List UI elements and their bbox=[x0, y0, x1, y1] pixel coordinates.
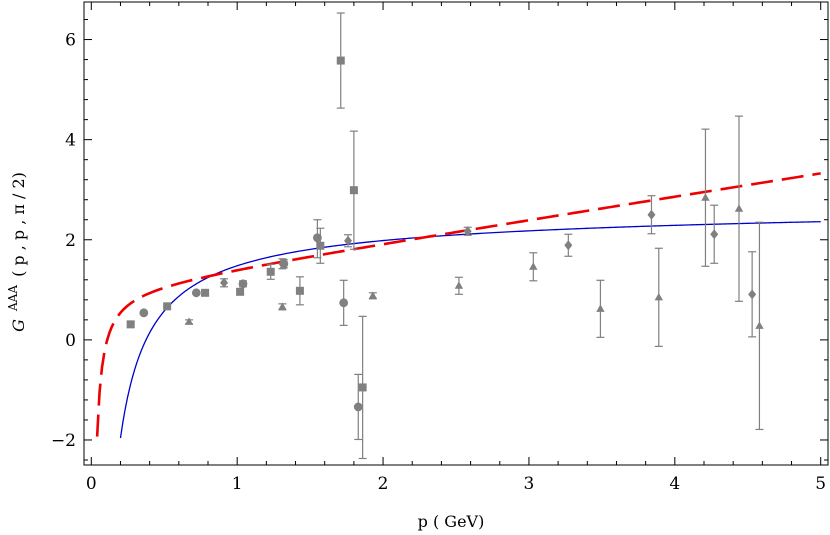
y-axis-title-superscript: AAA bbox=[6, 285, 20, 312]
fit-curves bbox=[95, 172, 821, 439]
data-point-circle bbox=[191, 288, 201, 298]
data-point-triangle bbox=[184, 317, 194, 325]
data-point-circle bbox=[238, 279, 248, 289]
x-axis-title: p ( GeV) bbox=[418, 512, 485, 531]
tick-labels: 0 1 2 3 4 5 −2 0 2 4 6 bbox=[51, 31, 826, 494]
data-point-circle bbox=[139, 308, 149, 318]
data-point-square bbox=[236, 287, 245, 296]
y-tick-label: 6 bbox=[65, 31, 76, 51]
data-point-square bbox=[358, 383, 367, 392]
y-tick-label: 4 bbox=[65, 131, 76, 151]
fit-curve-dashed bbox=[95, 172, 821, 437]
x-tick-label: 1 bbox=[232, 474, 243, 494]
plot-frame bbox=[83, 1, 829, 466]
data-point-square bbox=[201, 288, 210, 297]
x-tick-label: 4 bbox=[669, 474, 680, 494]
y-tick-label: 0 bbox=[65, 331, 76, 351]
x-tick-label: 5 bbox=[815, 474, 826, 494]
data-point-diamond bbox=[344, 235, 353, 246]
y-axis-title-symbol: G bbox=[9, 319, 28, 332]
data-point-diamond bbox=[278, 258, 287, 269]
data-point-triangle bbox=[454, 281, 464, 289]
plot-border bbox=[83, 1, 829, 466]
data-point-square bbox=[126, 320, 135, 329]
data-point-diamond bbox=[748, 289, 757, 300]
data-point-triangle bbox=[734, 204, 744, 212]
data-point-square bbox=[316, 241, 325, 250]
data-points bbox=[126, 56, 764, 412]
data-point-diamond bbox=[647, 209, 656, 220]
data-point-diamond bbox=[313, 233, 322, 244]
data-point-square bbox=[266, 267, 275, 276]
data-point-square bbox=[295, 286, 304, 295]
data-point-triangle bbox=[701, 193, 710, 201]
data-point-triangle bbox=[529, 262, 538, 270]
y-tick-label: −2 bbox=[51, 431, 76, 451]
axis-ticks bbox=[84, 2, 828, 465]
data-point-triangle bbox=[654, 292, 663, 301]
x-tick-label: 2 bbox=[378, 474, 389, 494]
data-point-triangle bbox=[278, 302, 287, 310]
data-point-diamond bbox=[564, 240, 573, 251]
data-point-circle bbox=[353, 402, 363, 412]
data-point-triangle bbox=[596, 304, 605, 312]
fit-curve-solid bbox=[119, 221, 821, 439]
data-point-square bbox=[336, 56, 345, 65]
data-point-diamond bbox=[463, 226, 472, 237]
data-point-diamond bbox=[220, 277, 229, 288]
y-axis-title-args: ( p , p , π / 2) bbox=[9, 172, 28, 277]
data-point-triangle bbox=[755, 321, 764, 329]
data-point-square bbox=[163, 302, 172, 311]
y-tick-label: 2 bbox=[65, 231, 76, 251]
data-point-triangle bbox=[368, 291, 378, 299]
data-point-square bbox=[349, 186, 358, 195]
data-point-diamond bbox=[710, 229, 719, 240]
x-tick-label: 3 bbox=[524, 474, 535, 494]
x-tick-label: 0 bbox=[86, 474, 97, 494]
y-axis-title: G AAA ( p , p , π / 2) bbox=[2, 172, 28, 332]
data-point-circle bbox=[339, 298, 349, 308]
